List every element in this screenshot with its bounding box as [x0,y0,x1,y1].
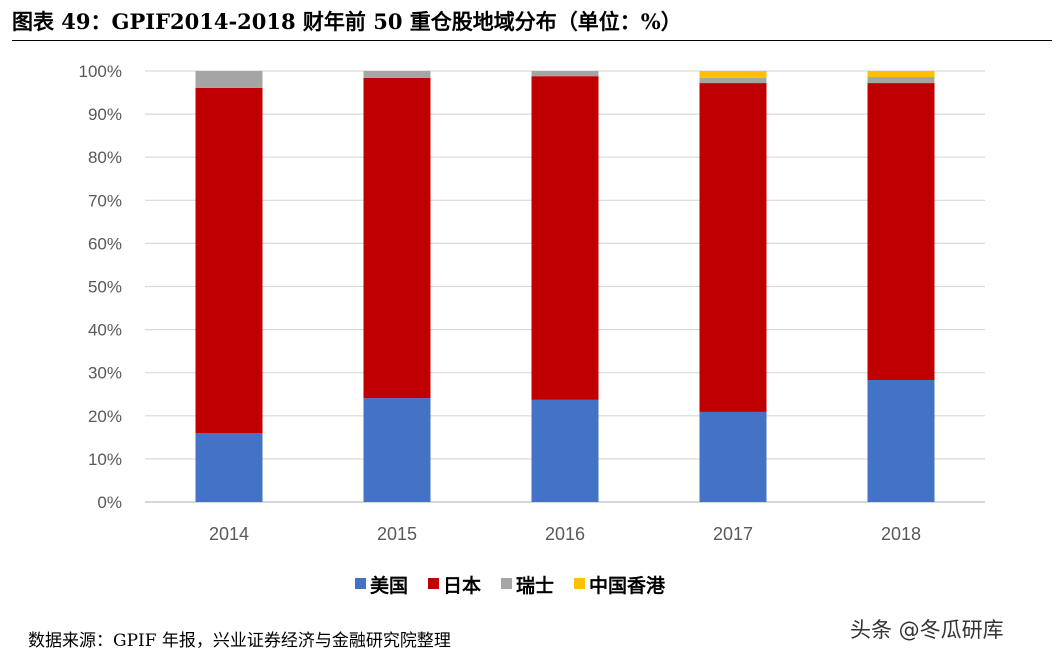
y-tick-label: 50% [88,278,122,297]
y-tick-label: 90% [88,105,122,124]
bar-segment-2014-0 [195,433,263,502]
bar-segment-2018-2 [867,77,935,84]
legend-swatch [574,578,585,589]
bar-segment-2016-0 [531,399,599,502]
bar-segment-2018-0 [867,380,935,502]
bar-segment-2014-2 [195,71,263,88]
y-tick-label: 0% [97,493,122,512]
title-divider [12,40,1052,41]
y-tick-label: 70% [88,191,122,210]
source-note: 数据来源：GPIF 年报，兴业证券经济与金融研究院整理 [28,631,451,651]
bar-segment-2017-3 [699,71,767,78]
bar-segment-2018-1 [867,83,935,381]
chart-title: 图表 49：GPIF2014-2018 财年前 50 重仓股地域分布（单位：%） [12,9,682,34]
x-tick-label: 2017 [713,524,753,544]
legend-label: 日本 [443,574,481,597]
bar-segment-2017-2 [699,77,767,84]
bar-segment-2015-2 [363,71,431,78]
bar-segment-2018-3 [867,71,935,78]
legend-label: 瑞士 [516,574,554,597]
bar-segment-2015-1 [363,77,431,399]
bar-segment-2016-1 [531,76,599,400]
legend-swatch [501,578,512,589]
legend-label: 中国香港 [589,574,666,597]
y-tick-label: 40% [88,321,122,340]
bar-segment-2016-2 [531,71,599,77]
legend-swatch [428,578,439,589]
y-tick-label: 60% [88,234,122,253]
y-tick-label: 30% [88,364,122,383]
bar-segment-2017-0 [699,411,767,502]
y-tick-label: 80% [88,148,122,167]
legend-label: 美国 [370,574,408,597]
x-tick-label: 2014 [209,524,249,544]
x-tick-label: 2016 [545,524,585,544]
y-tick-label: 100% [79,62,122,81]
bar-segment-2014-1 [195,87,263,434]
x-tick-label: 2015 [377,524,417,544]
bar-segment-2015-0 [363,398,431,502]
y-tick-label: 10% [88,450,122,469]
y-tick-label: 20% [88,407,122,426]
watermark: 头条 @冬瓜研库 [850,618,1004,642]
stacked-bar-chart: 0% 10% 20% 30% 40% 50% 60% 70% 80% 90% 100% 2014 201… [79,62,985,597]
legend-swatch [355,578,366,589]
bar-segment-2017-1 [699,83,767,412]
x-tick-label: 2018 [881,524,921,544]
